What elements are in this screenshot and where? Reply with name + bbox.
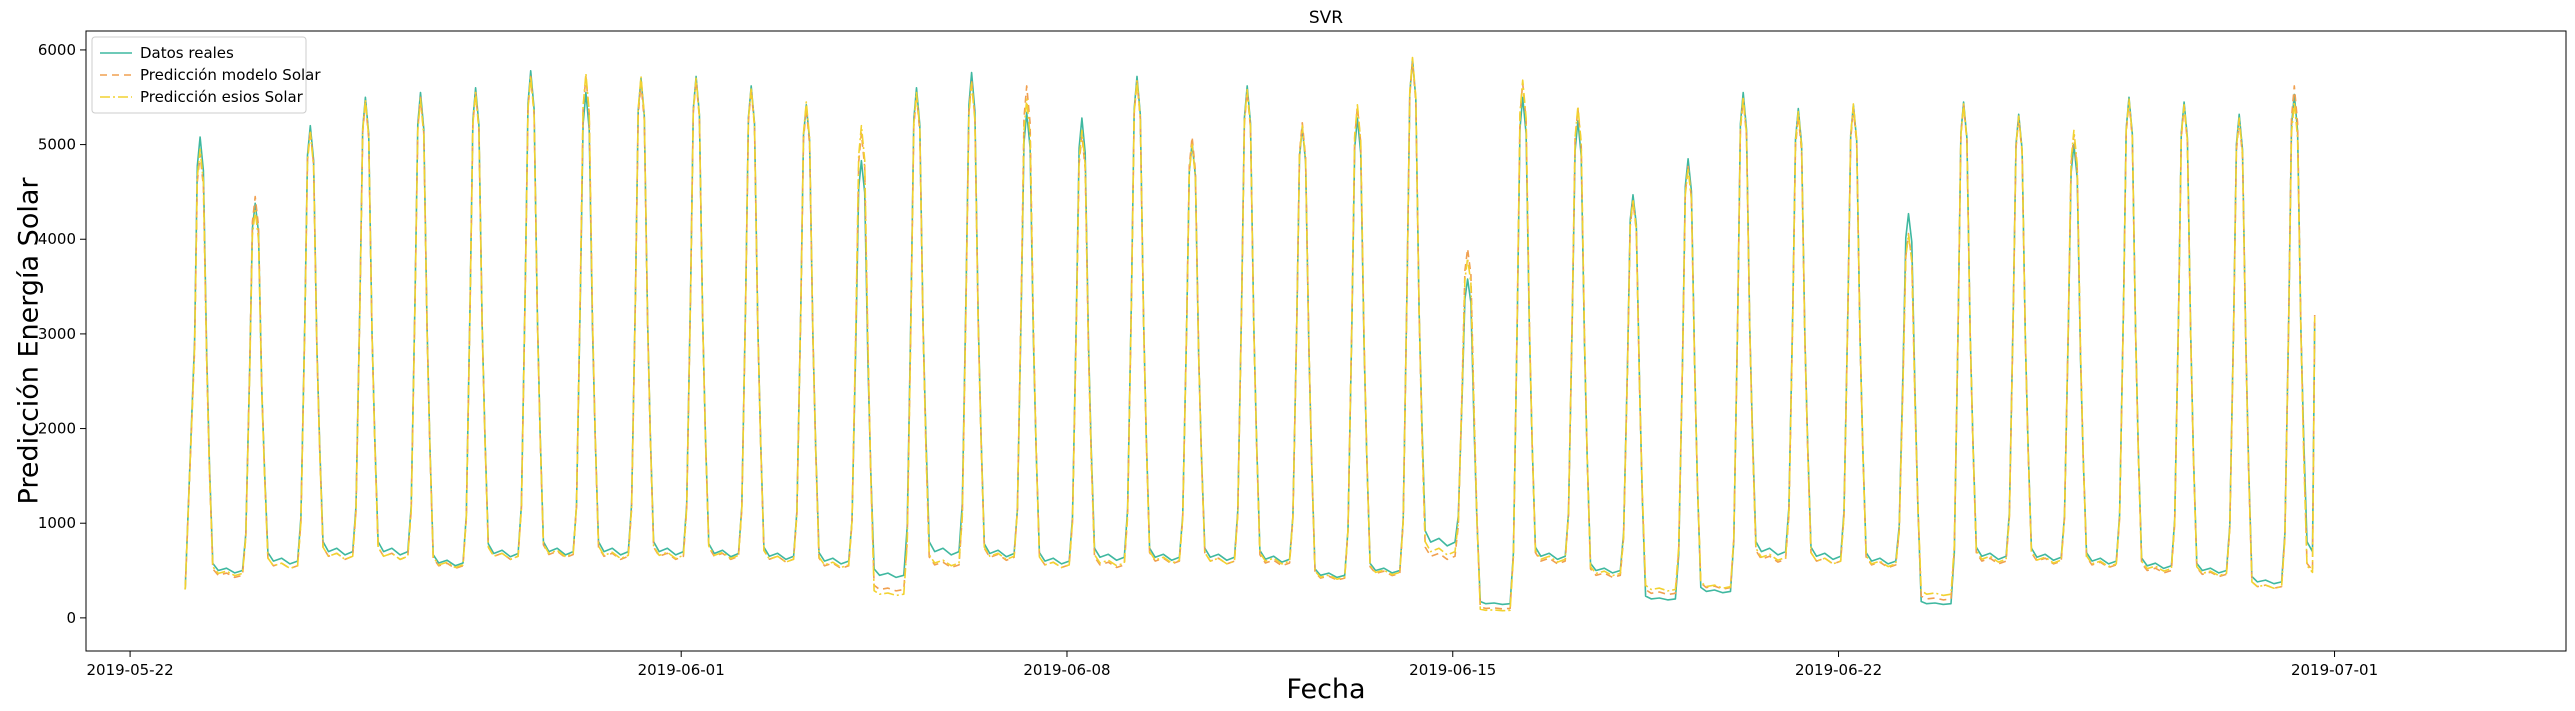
y-axis-title: Predicción Energía Solar <box>14 177 45 505</box>
y-tick-label: 0 <box>66 609 76 627</box>
x-tick-label: 2019-06-22 <box>1795 661 1882 679</box>
legend-label: Predicción modelo Solar <box>140 66 321 84</box>
series-layer <box>184 56 2316 612</box>
x-tick-label: 2019-07-01 <box>2291 661 2378 679</box>
y-tick-label: 6000 <box>38 41 76 59</box>
x-tick-label: 2019-06-15 <box>1409 661 1496 679</box>
y-tick-label: 3000 <box>38 325 76 343</box>
series-line-2 <box>184 56 2316 612</box>
legend-label: Predicción esios Solar <box>140 88 304 106</box>
chart-title: SVR <box>1309 8 1343 28</box>
x-tick-label: 2019-05-22 <box>86 661 173 679</box>
axis-ticks: 0 1000 2000 3000 4000 5000 6000 2019-05-22 2019-… <box>38 41 2378 679</box>
x-tick-label: 2019-06-01 <box>638 661 725 679</box>
x-axis-title: Fecha <box>1286 674 1365 705</box>
y-tick-label: 2000 <box>38 420 76 438</box>
y-tick-label: 1000 <box>38 514 76 532</box>
plot-frame <box>85 30 2567 652</box>
legend-label: Datos reales <box>140 44 234 62</box>
legend-box <box>91 36 307 114</box>
x-tick-label: 2019-06-08 <box>1023 661 1110 679</box>
y-tick-label: 5000 <box>38 136 76 154</box>
legend: Datos reales Predicción modelo Solar Predi… <box>91 36 321 114</box>
y-tick-label: 4000 <box>38 230 76 248</box>
series-line-1 <box>184 61 2316 610</box>
